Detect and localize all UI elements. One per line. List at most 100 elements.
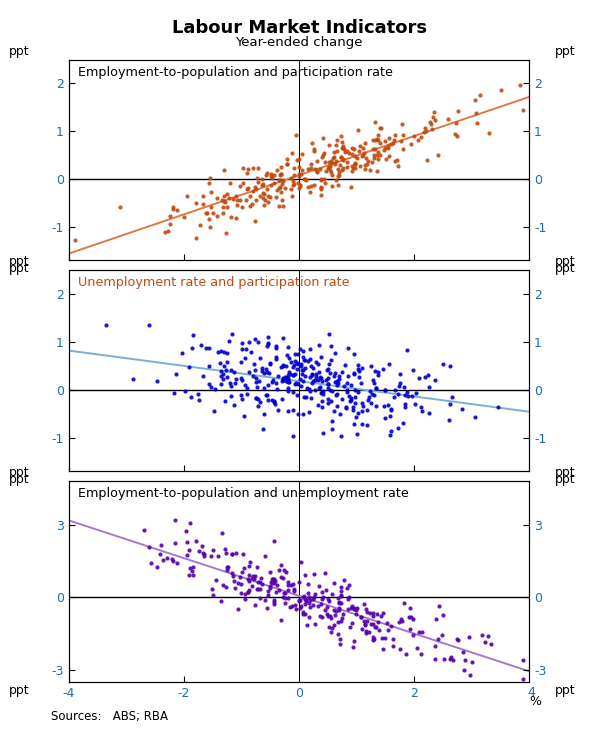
Point (157, 539, 166, 551)
Point (337, 142, 347, 153)
Point (251, 372, 261, 384)
Point (213, 346, 222, 358)
Point (350, 384, 360, 396)
Point (310, 384, 320, 396)
Point (206, 550, 216, 562)
Point (294, 577, 304, 589)
Point (239, 562, 249, 574)
Point (262, 602, 271, 614)
Point (155, 548, 165, 560)
Point (329, 146, 339, 158)
Point (277, 393, 287, 405)
Point (328, 153, 338, 165)
Point (248, 572, 257, 584)
Point (309, 568, 319, 580)
Point (316, 352, 326, 364)
Point (337, 393, 347, 405)
Point (318, 132, 328, 144)
Point (397, 615, 407, 627)
Text: Labour Market Indicators: Labour Market Indicators (172, 19, 426, 37)
Point (343, 343, 353, 355)
Point (302, 618, 312, 630)
Point (336, 590, 346, 602)
Point (216, 365, 225, 377)
Point (267, 171, 276, 183)
Point (301, 595, 310, 606)
Point (406, 138, 416, 150)
Point (303, 587, 312, 599)
Point (170, 514, 180, 526)
Point (326, 354, 335, 366)
Point (333, 377, 343, 389)
Point (518, 654, 528, 666)
Point (337, 366, 347, 378)
Point (270, 177, 279, 189)
Point (243, 586, 252, 597)
Point (318, 385, 328, 397)
Point (312, 356, 321, 368)
Point (290, 355, 300, 367)
Point (219, 360, 229, 372)
Point (396, 613, 406, 625)
Point (322, 608, 332, 620)
Point (277, 161, 286, 173)
Point (271, 351, 280, 363)
Point (267, 376, 277, 388)
Point (334, 163, 343, 175)
Point (447, 390, 457, 402)
Point (294, 408, 303, 420)
Point (450, 128, 460, 140)
Point (253, 381, 263, 393)
Point (444, 414, 454, 426)
Point (408, 390, 417, 402)
Point (332, 134, 341, 146)
Point (244, 574, 254, 586)
Point (518, 104, 528, 116)
Point (329, 347, 339, 359)
Point (468, 656, 477, 668)
Point (380, 384, 390, 396)
Point (315, 163, 325, 175)
Point (231, 547, 241, 559)
Point (313, 600, 323, 612)
Point (367, 156, 376, 168)
Point (205, 378, 214, 390)
Point (425, 116, 435, 128)
Point (194, 394, 204, 406)
Point (264, 589, 273, 600)
Point (351, 604, 361, 616)
Point (318, 151, 327, 163)
Point (397, 118, 407, 130)
Point (168, 203, 178, 215)
Point (370, 143, 380, 155)
Point (376, 609, 385, 621)
Point (470, 411, 480, 423)
Point (365, 607, 374, 619)
Point (256, 583, 266, 595)
Point (197, 540, 207, 552)
Point (288, 370, 298, 381)
Point (347, 600, 357, 612)
Point (298, 608, 308, 620)
Point (453, 634, 463, 646)
Point (331, 139, 341, 150)
Point (283, 382, 293, 394)
Point (184, 361, 194, 373)
Point (380, 142, 390, 154)
Point (259, 408, 269, 420)
Point (319, 173, 328, 185)
Point (344, 603, 353, 615)
Point (273, 404, 283, 416)
Point (431, 614, 441, 626)
Point (386, 138, 396, 150)
Point (364, 626, 374, 638)
Point (320, 156, 329, 168)
Point (362, 404, 372, 416)
Point (338, 154, 348, 166)
Point (318, 150, 328, 162)
Point (200, 551, 209, 562)
Point (222, 562, 232, 574)
Point (349, 603, 359, 615)
Text: Year-ended change: Year-ended change (235, 36, 363, 48)
Point (272, 579, 282, 591)
